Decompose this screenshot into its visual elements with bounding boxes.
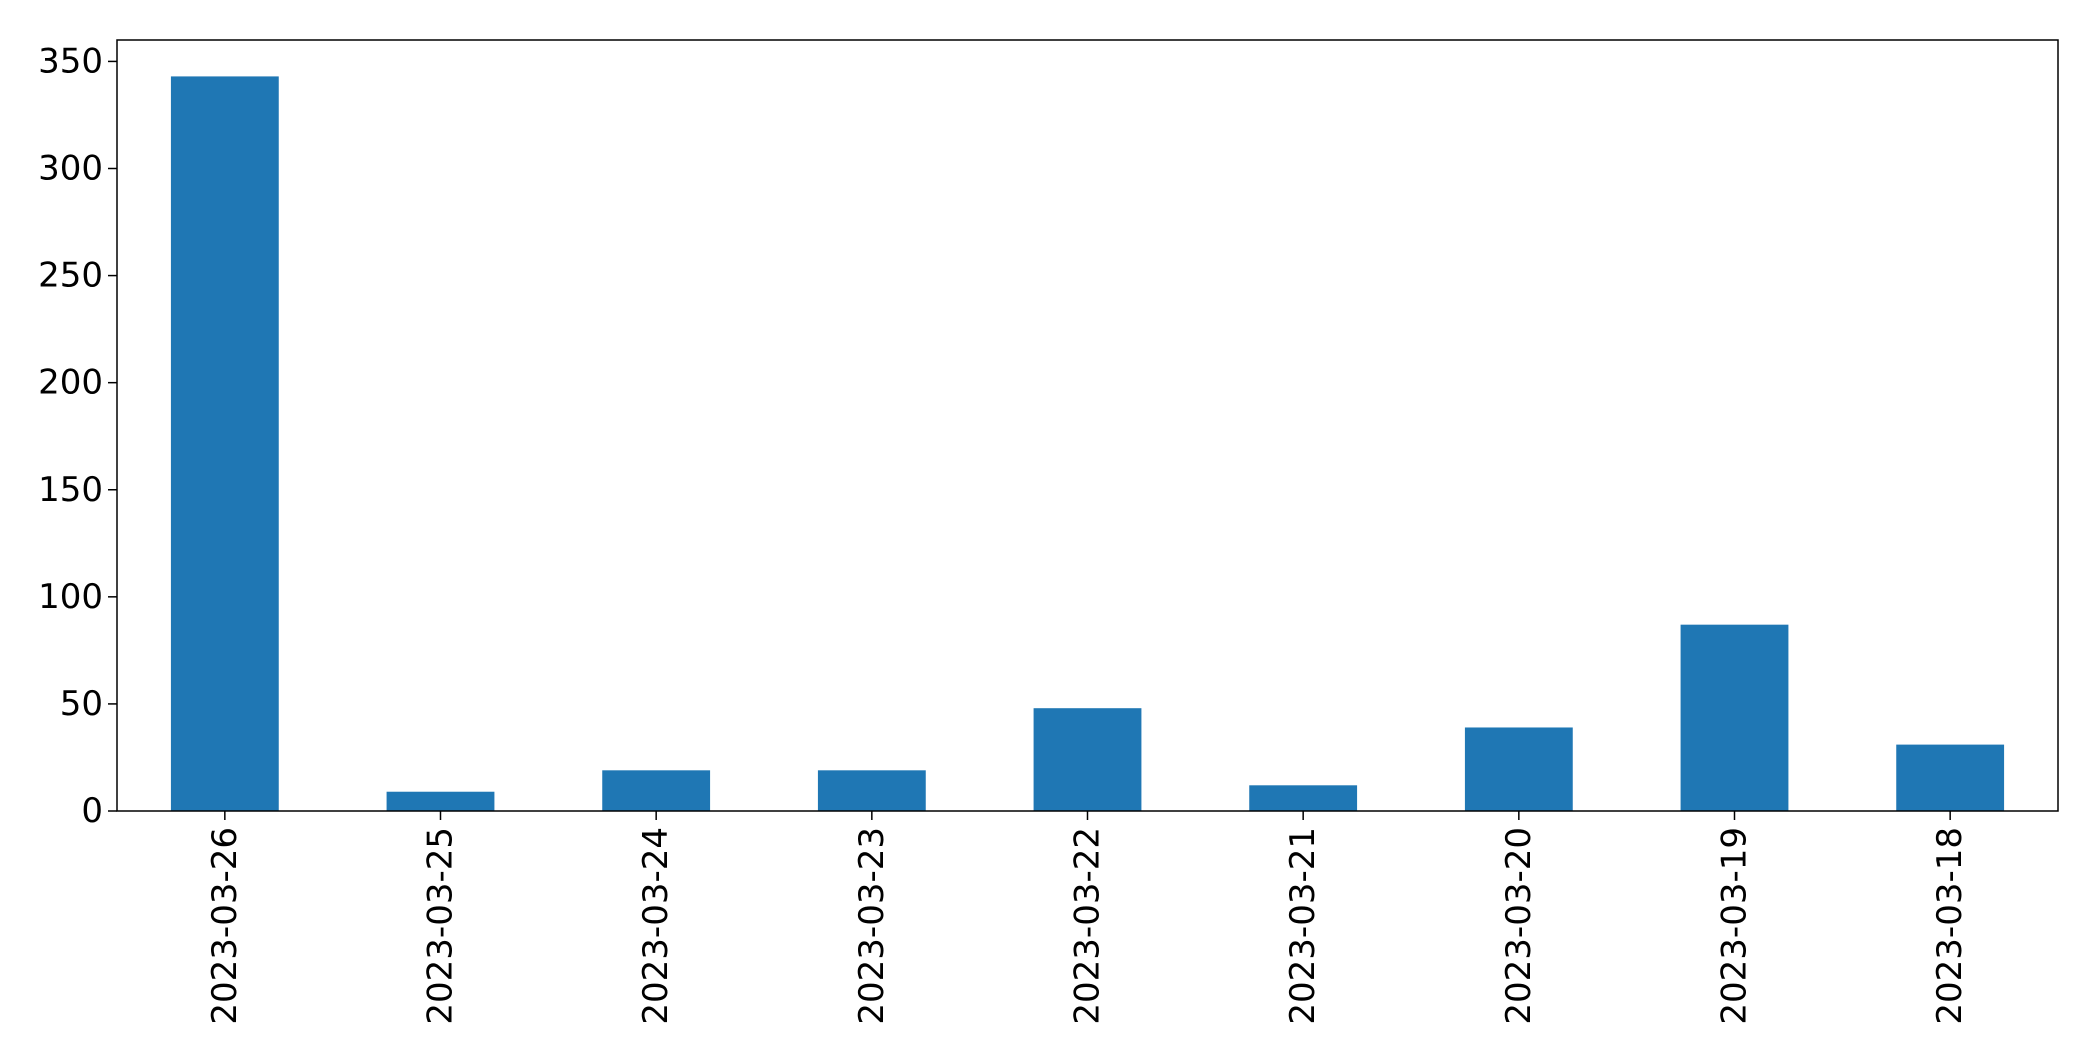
- x-tick-label: 2023-03-20: [1499, 827, 1539, 1025]
- bar-2023-03-24: [602, 770, 711, 811]
- x-tick-label: 2023-03-25: [421, 827, 461, 1025]
- x-tick-label: 2023-03-22: [1068, 827, 1108, 1025]
- y-tick-label: 250: [38, 256, 103, 296]
- x-tick-label: 2023-03-18: [1930, 827, 1970, 1025]
- bar-2023-03-23: [817, 770, 926, 811]
- x-tick-label: 2023-03-21: [1283, 827, 1323, 1025]
- x-tick-label: 2023-03-24: [636, 827, 676, 1025]
- plot-frame: [116, 39, 2059, 812]
- x-tick-label: 2023-03-26: [205, 827, 245, 1025]
- y-tick-label: 150: [38, 470, 103, 510]
- bar-2023-03-19: [1680, 624, 1789, 811]
- y-tick-label: 200: [38, 363, 103, 403]
- x-axis-ticks: 2023-03-26 2023-03-25 2023-03-24 2023-03-23…: [205, 811, 1970, 1025]
- y-tick-label: 0: [81, 791, 103, 831]
- bars-group: [170, 76, 2005, 812]
- bar-2023-03-22: [1033, 708, 1142, 811]
- y-axis-ticks: 0 50 100 150 200 250 300 350: [38, 41, 117, 831]
- bar-2023-03-21: [1249, 785, 1358, 811]
- bar-2023-03-18: [1896, 744, 2005, 811]
- bar-2023-03-26: [170, 76, 279, 812]
- bar-2023-03-20: [1464, 727, 1573, 811]
- x-tick-label: 2023-03-19: [1715, 827, 1755, 1025]
- x-tick-label: 2023-03-23: [852, 827, 892, 1025]
- y-tick-label: 100: [38, 577, 103, 617]
- y-tick-label: 350: [38, 41, 103, 81]
- y-tick-label: 50: [60, 684, 103, 724]
- bar-2023-03-25: [386, 791, 495, 811]
- y-tick-label: 300: [38, 149, 103, 189]
